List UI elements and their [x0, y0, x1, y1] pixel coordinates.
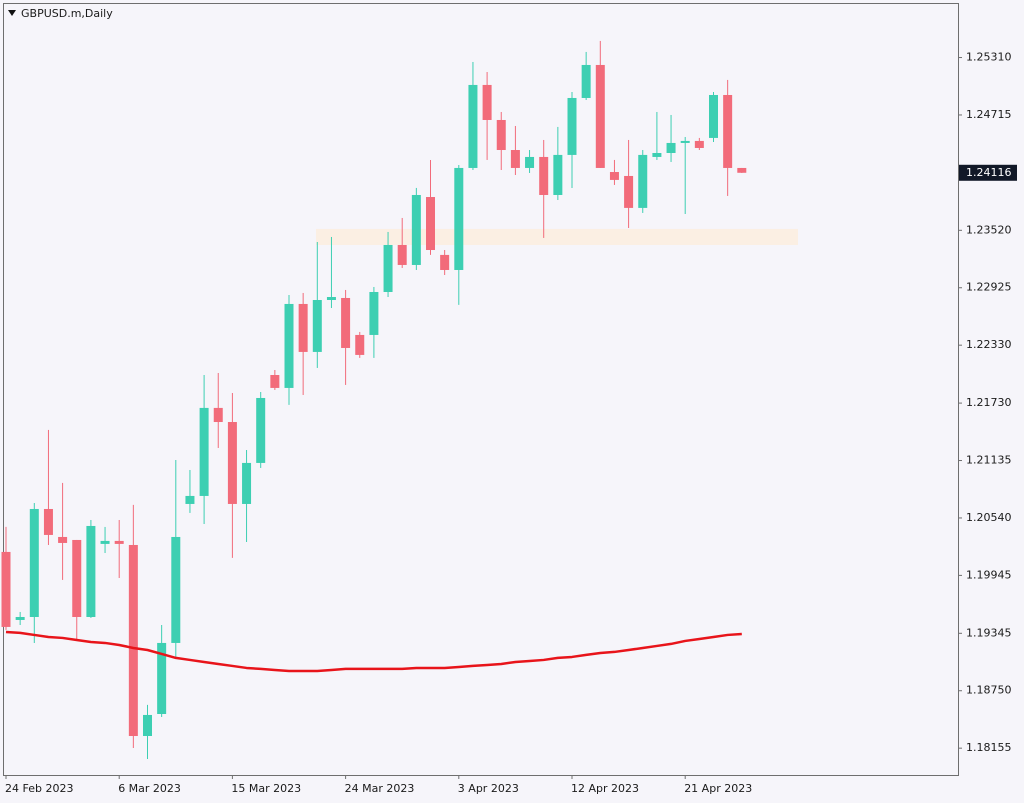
candle-body [680, 140, 690, 143]
candle-body [43, 508, 53, 535]
candle-body [510, 150, 520, 168]
candle-body [298, 303, 308, 352]
y-tick-label: 1.18155 [966, 741, 1012, 754]
y-tick-label: 1.20540 [966, 511, 1012, 524]
y-tick-label: 1.21730 [966, 396, 1012, 409]
candle-body [440, 254, 450, 270]
candle-body [383, 244, 393, 292]
candle-body [723, 94, 733, 168]
candle-body [213, 407, 223, 423]
candle-body [114, 540, 124, 544]
y-tick-label: 1.19345 [966, 626, 1012, 639]
chart-title: GBPUSD.m,Daily [21, 7, 113, 20]
candle-body [454, 167, 464, 270]
candle-body [242, 462, 252, 504]
candle-body [58, 536, 68, 543]
candle-body [369, 291, 379, 335]
candle-body [143, 714, 152, 737]
candle-body [709, 94, 718, 138]
candle-body [496, 119, 506, 151]
menu-arrow [8, 10, 16, 16]
y-tick-label: 1.22925 [966, 281, 1012, 294]
x-tick-label: 3 Apr 2023 [458, 782, 519, 795]
candle-body [284, 303, 294, 388]
candle-body [666, 142, 676, 153]
y-tick-label: 1.24715 [966, 108, 1012, 121]
candle-body [624, 175, 634, 208]
candle-body [355, 334, 365, 355]
candle-body [341, 297, 351, 348]
candle-body [227, 422, 237, 504]
candle-body [482, 84, 492, 120]
candle-body [694, 140, 704, 148]
candle-body [525, 156, 535, 168]
x-tick-label: 6 Mar 2023 [118, 782, 181, 795]
candle-body [256, 397, 266, 463]
candle-body [185, 495, 195, 504]
candle-body [100, 540, 110, 544]
y-tick-label: 1.23520 [966, 223, 1012, 236]
candle-body [468, 84, 478, 168]
candle-body [539, 156, 549, 195]
candle-body [567, 97, 577, 155]
candle-body [312, 300, 322, 352]
candle-body [595, 64, 605, 168]
candle-body [411, 194, 421, 265]
y-tick-label: 1.21135 [966, 454, 1012, 467]
candle-body [1, 551, 11, 627]
candle-body [581, 64, 591, 98]
price-zone [316, 228, 798, 245]
x-tick-label: 24 Feb 2023 [5, 782, 73, 795]
last-price-box [959, 164, 1017, 181]
candle-body [737, 167, 747, 173]
y-tick-label: 1.25310 [966, 51, 1012, 64]
candle-body [157, 642, 167, 714]
candle-body [199, 407, 209, 496]
candle-body [171, 536, 181, 643]
y-tick-label: 1.22330 [966, 338, 1012, 351]
candle-body [15, 616, 25, 620]
x-tick-label: 12 Apr 2023 [571, 782, 639, 795]
candle-body [609, 172, 619, 180]
candle-body [326, 297, 336, 301]
y-tick-label: 1.19945 [966, 568, 1012, 581]
last-price-label: 1.24116 [966, 166, 1012, 179]
candle-body [553, 154, 563, 195]
x-tick-label: 15 Mar 2023 [231, 782, 301, 795]
candle-body [29, 508, 39, 617]
x-tick-label: 21 Apr 2023 [684, 782, 752, 795]
candle-body [426, 197, 435, 251]
candle-body [270, 375, 280, 388]
x-tick-label: 24 Mar 2023 [345, 782, 415, 795]
y-tick-label: 1.18750 [966, 684, 1012, 697]
plot-frame [3, 3, 959, 776]
candle-body [638, 154, 648, 208]
candle-body [397, 244, 407, 265]
candle-body [128, 544, 138, 737]
candle-body [652, 152, 662, 157]
candle-body [86, 525, 96, 617]
moving-average-line [5, 630, 742, 673]
candle-body [72, 539, 82, 617]
